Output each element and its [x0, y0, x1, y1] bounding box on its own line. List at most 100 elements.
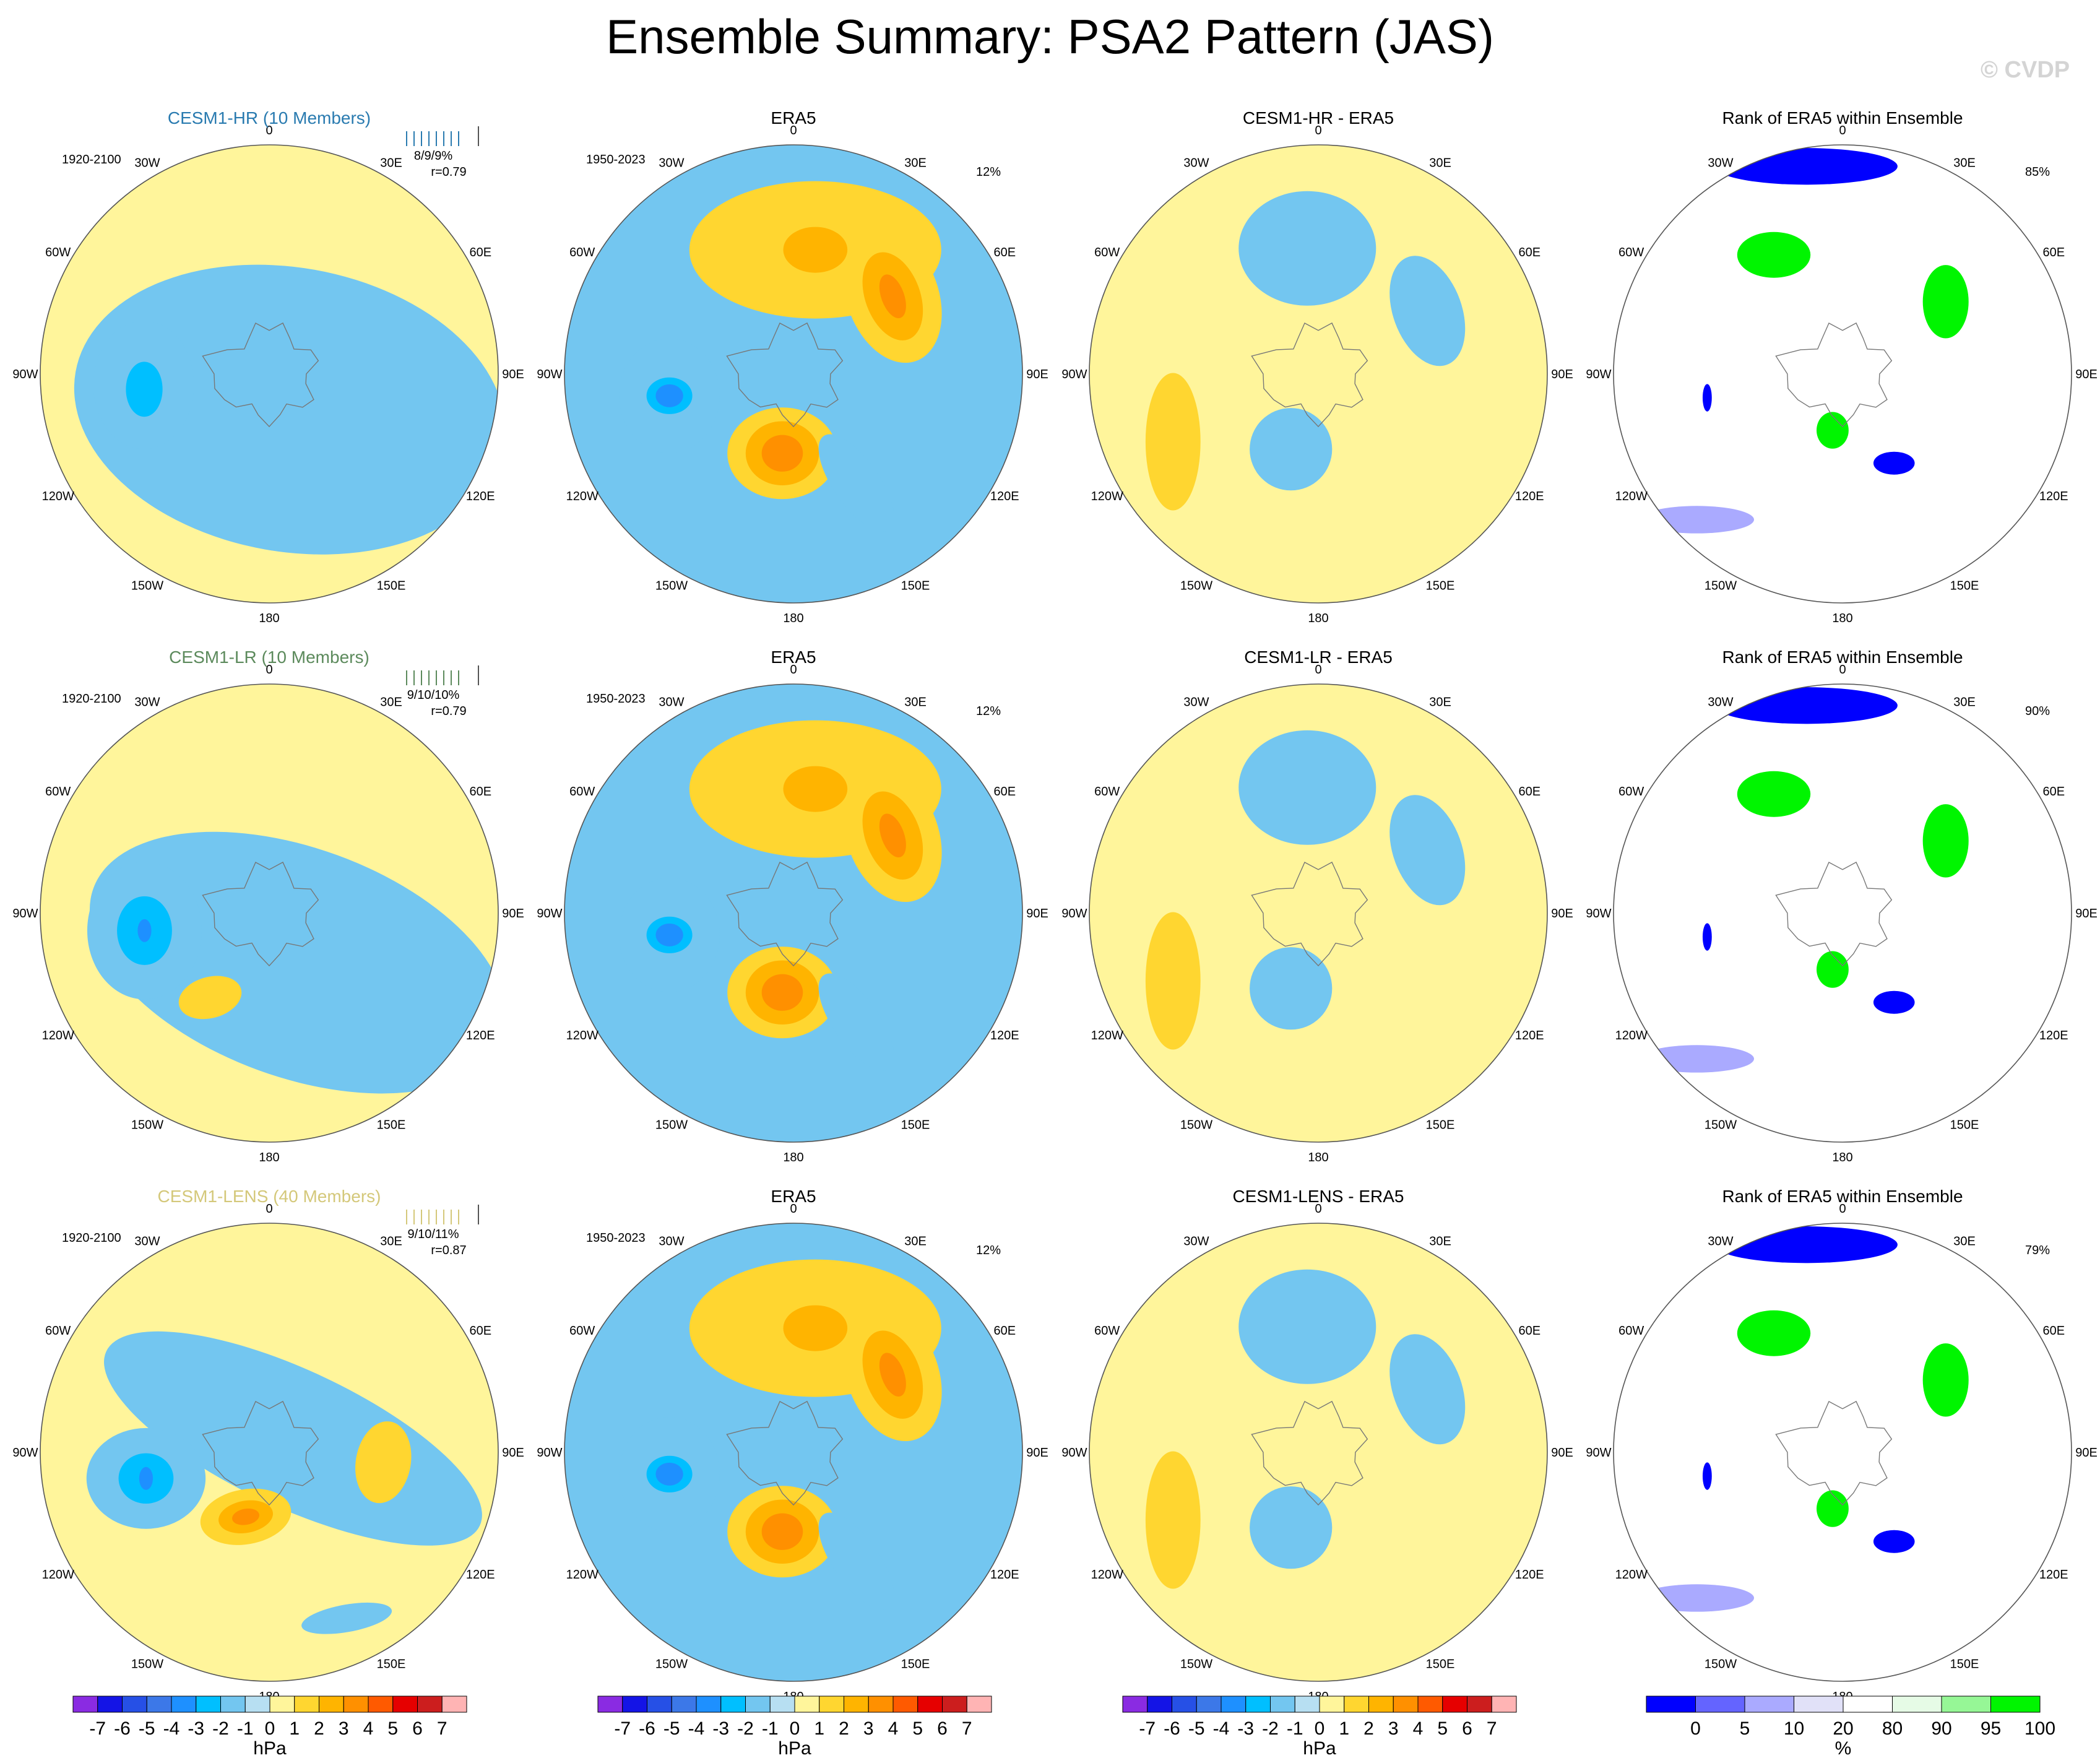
model-stats-1: 9/10/10%	[407, 688, 460, 702]
rank-panel-2-contour-0	[1714, 1226, 1898, 1263]
era5-panel-2-lon-label-60E: 60E	[993, 1324, 1016, 1338]
hpa-colorbar-0-tick-6: -1	[237, 1718, 254, 1739]
model-panel-0-lon-label-150E: 150E	[377, 579, 406, 592]
rank-panel-2-lon-label-150E: 150E	[1950, 1657, 1979, 1671]
model-stats-0: 8/9/9%	[414, 149, 452, 163]
hpa-colorbar-2-swatch-10	[1368, 1696, 1394, 1713]
era5-panel-1-contour-10	[761, 974, 803, 1011]
rank-panel-2-lon-label-90W: 90W	[1586, 1446, 1611, 1460]
era5-title-1: ERA5	[771, 648, 816, 667]
era5-panel-0-lon-label-30E: 30E	[904, 157, 927, 170]
era5-panel-2-lon-label-120E: 120E	[990, 1568, 1019, 1582]
rank-panel-1-contour-3	[1702, 923, 1712, 951]
model-panel-0-lon-label-30E: 30E	[380, 157, 402, 170]
rank-panel-0-lon-label-90W: 90W	[1586, 368, 1611, 381]
hpa-colorbar-0-tick-2: -5	[139, 1718, 155, 1739]
era5-panel-2-contour-7	[655, 1462, 683, 1486]
era5-panel-1-antarctica-coast	[726, 861, 844, 967]
hpa-colorbar-0-tick-5: -2	[212, 1718, 229, 1739]
hpa-colorbar-2-swatch-12	[1417, 1696, 1443, 1713]
diff-panel-0-contour-0	[1238, 191, 1376, 306]
diff-title-1: CESM1-LR - ERA5	[1244, 648, 1393, 667]
rank-panel-1-map-border	[1613, 683, 2072, 1143]
model-panel-2-lon-label-0: 0	[266, 1202, 272, 1216]
hpa-colorbar-0-swatch-14	[417, 1696, 443, 1713]
era5-panel-0-lon-label-0: 0	[790, 124, 797, 137]
diff-panel-0-contour-3	[1145, 373, 1201, 511]
hpa-colorbar-1-swatch-15	[966, 1696, 992, 1713]
model-panel-0-antarctica-coast	[202, 322, 319, 428]
rank-panel-2-contour-2	[1922, 1343, 1969, 1417]
model-r-2: r=0.87	[431, 1244, 466, 1257]
rank-panel-2-contour-6	[1640, 1584, 1755, 1612]
hpa-colorbar-2-swatch-7	[1294, 1696, 1320, 1713]
era5-panel-2-lon-label-30W: 30W	[659, 1235, 684, 1249]
diff-panel-1-lon-label-30W: 30W	[1183, 696, 1209, 709]
diff-panel-0-lon-label-180: 180	[1308, 612, 1328, 625]
hpa-colorbar-1-tick-8: 1	[814, 1718, 824, 1739]
rank-pct-2: 79%	[2025, 1244, 2050, 1257]
era5-panel-0-antarctica-coast	[726, 322, 844, 428]
diff-panel-0-lon-label-90E: 90E	[1551, 368, 1573, 381]
rank-panel-2-contour-3	[1702, 1462, 1712, 1490]
era5-years-2: 1950-2023	[586, 1231, 646, 1245]
diff-panel-1	[1089, 684, 1547, 1142]
model-panel-2-map-border	[40, 1223, 499, 1682]
model-panel-0-lon-label-120E: 120E	[466, 490, 495, 503]
era5-panel-1-contour-7	[655, 923, 683, 946]
rank-pct-0: 85%	[2025, 165, 2050, 179]
diff-panel-2-contour-0	[1238, 1269, 1376, 1384]
era5-panel-1-lon-label-0: 0	[790, 663, 797, 677]
hpa-colorbar-0-tick-8: 1	[289, 1718, 300, 1739]
model-panel-2-lon-label-90W: 90W	[12, 1446, 38, 1460]
diff-panel-0-lon-label-150W: 150W	[1180, 579, 1212, 592]
hpa-colorbar-1-tick-14: 7	[962, 1718, 972, 1739]
rank-panel-1-contour-0	[1714, 687, 1898, 724]
model-panel-2	[40, 1223, 498, 1681]
diff-panel-0-lon-label-60E: 60E	[1518, 246, 1540, 259]
rank-panel-2-lon-label-90E: 90E	[2075, 1446, 2098, 1460]
rank-panel-2-map-border	[1613, 1223, 2072, 1682]
hpa-colorbar-2-tick-11: 4	[1413, 1718, 1424, 1739]
model-panel-0-lon-label-60W: 60W	[45, 246, 71, 259]
era5-title-0: ERA5	[771, 108, 816, 128]
hpa-colorbar-2-swatch-6	[1270, 1696, 1295, 1713]
hpa-colorbar-2-swatch-9	[1344, 1696, 1369, 1713]
hpa-colorbar-2-tick-9: 2	[1363, 1718, 1374, 1739]
hpa-colorbar-0-swatch-13	[392, 1696, 418, 1713]
diff-panel-0-antarctica-coast	[1251, 322, 1368, 428]
rank-colorbar-tick-4: 80	[1882, 1718, 1903, 1739]
era5-panel-0-contour-4	[879, 274, 906, 319]
diff-title-2: CESM1-LENS - ERA5	[1233, 1187, 1404, 1206]
hpa-colorbar-2-swatch-13	[1442, 1696, 1467, 1713]
hpa-colorbar-1-swatch-6	[745, 1696, 771, 1713]
model-panel-2-lon-label-30E: 30E	[380, 1235, 402, 1249]
diff-panel-0-lon-label-30W: 30W	[1183, 157, 1209, 170]
era5-panel-0-contour-1	[783, 227, 848, 273]
diff-panel-2-contour-3	[1145, 1451, 1201, 1589]
model-panel-1-lon-label-150E: 150E	[377, 1118, 406, 1132]
diff-panel-1-lon-label-60W: 60W	[1094, 785, 1120, 799]
hpa-colorbar-2-tick-8: 1	[1339, 1718, 1349, 1739]
hpa-colorbar-0-swatch-10	[319, 1696, 344, 1713]
hpa-colorbar-0-tick-14: 7	[437, 1718, 447, 1739]
diff-panel-2-lon-label-60W: 60W	[1094, 1324, 1120, 1338]
era5-panel-2-lon-label-120W: 120W	[566, 1568, 598, 1582]
era5-panel-0-lon-label-150W: 150W	[655, 579, 688, 592]
hpa-colorbar-0-swatch-12	[368, 1696, 394, 1713]
era5-panel-1-lon-label-180: 180	[783, 1151, 803, 1164]
model-panel-1-lon-label-30W: 30W	[134, 696, 160, 709]
hpa-colorbar-0-swatch-5	[196, 1696, 221, 1713]
model-panel-2-contour-3	[139, 1466, 153, 1490]
hpa-colorbar-1-tick-0: -7	[614, 1718, 631, 1739]
rank-panel-2	[1614, 1223, 2072, 1681]
rank-panel-1	[1614, 684, 2072, 1142]
hpa-colorbar-1-tick-6: -1	[762, 1718, 779, 1739]
diff-panel-1-contour-1	[1389, 795, 1466, 906]
hpa-colorbar-2-tick-13: 6	[1462, 1718, 1472, 1739]
hpa-colorbar-1-tick-13: 6	[937, 1718, 948, 1739]
hpa-colorbar-0-swatch-11	[343, 1696, 369, 1713]
rank-colorbar-swatch-3	[1794, 1696, 1844, 1713]
hpa-colorbar-2-tick-0: -7	[1139, 1718, 1156, 1739]
model-panel-0-lon-label-0: 0	[266, 124, 272, 137]
